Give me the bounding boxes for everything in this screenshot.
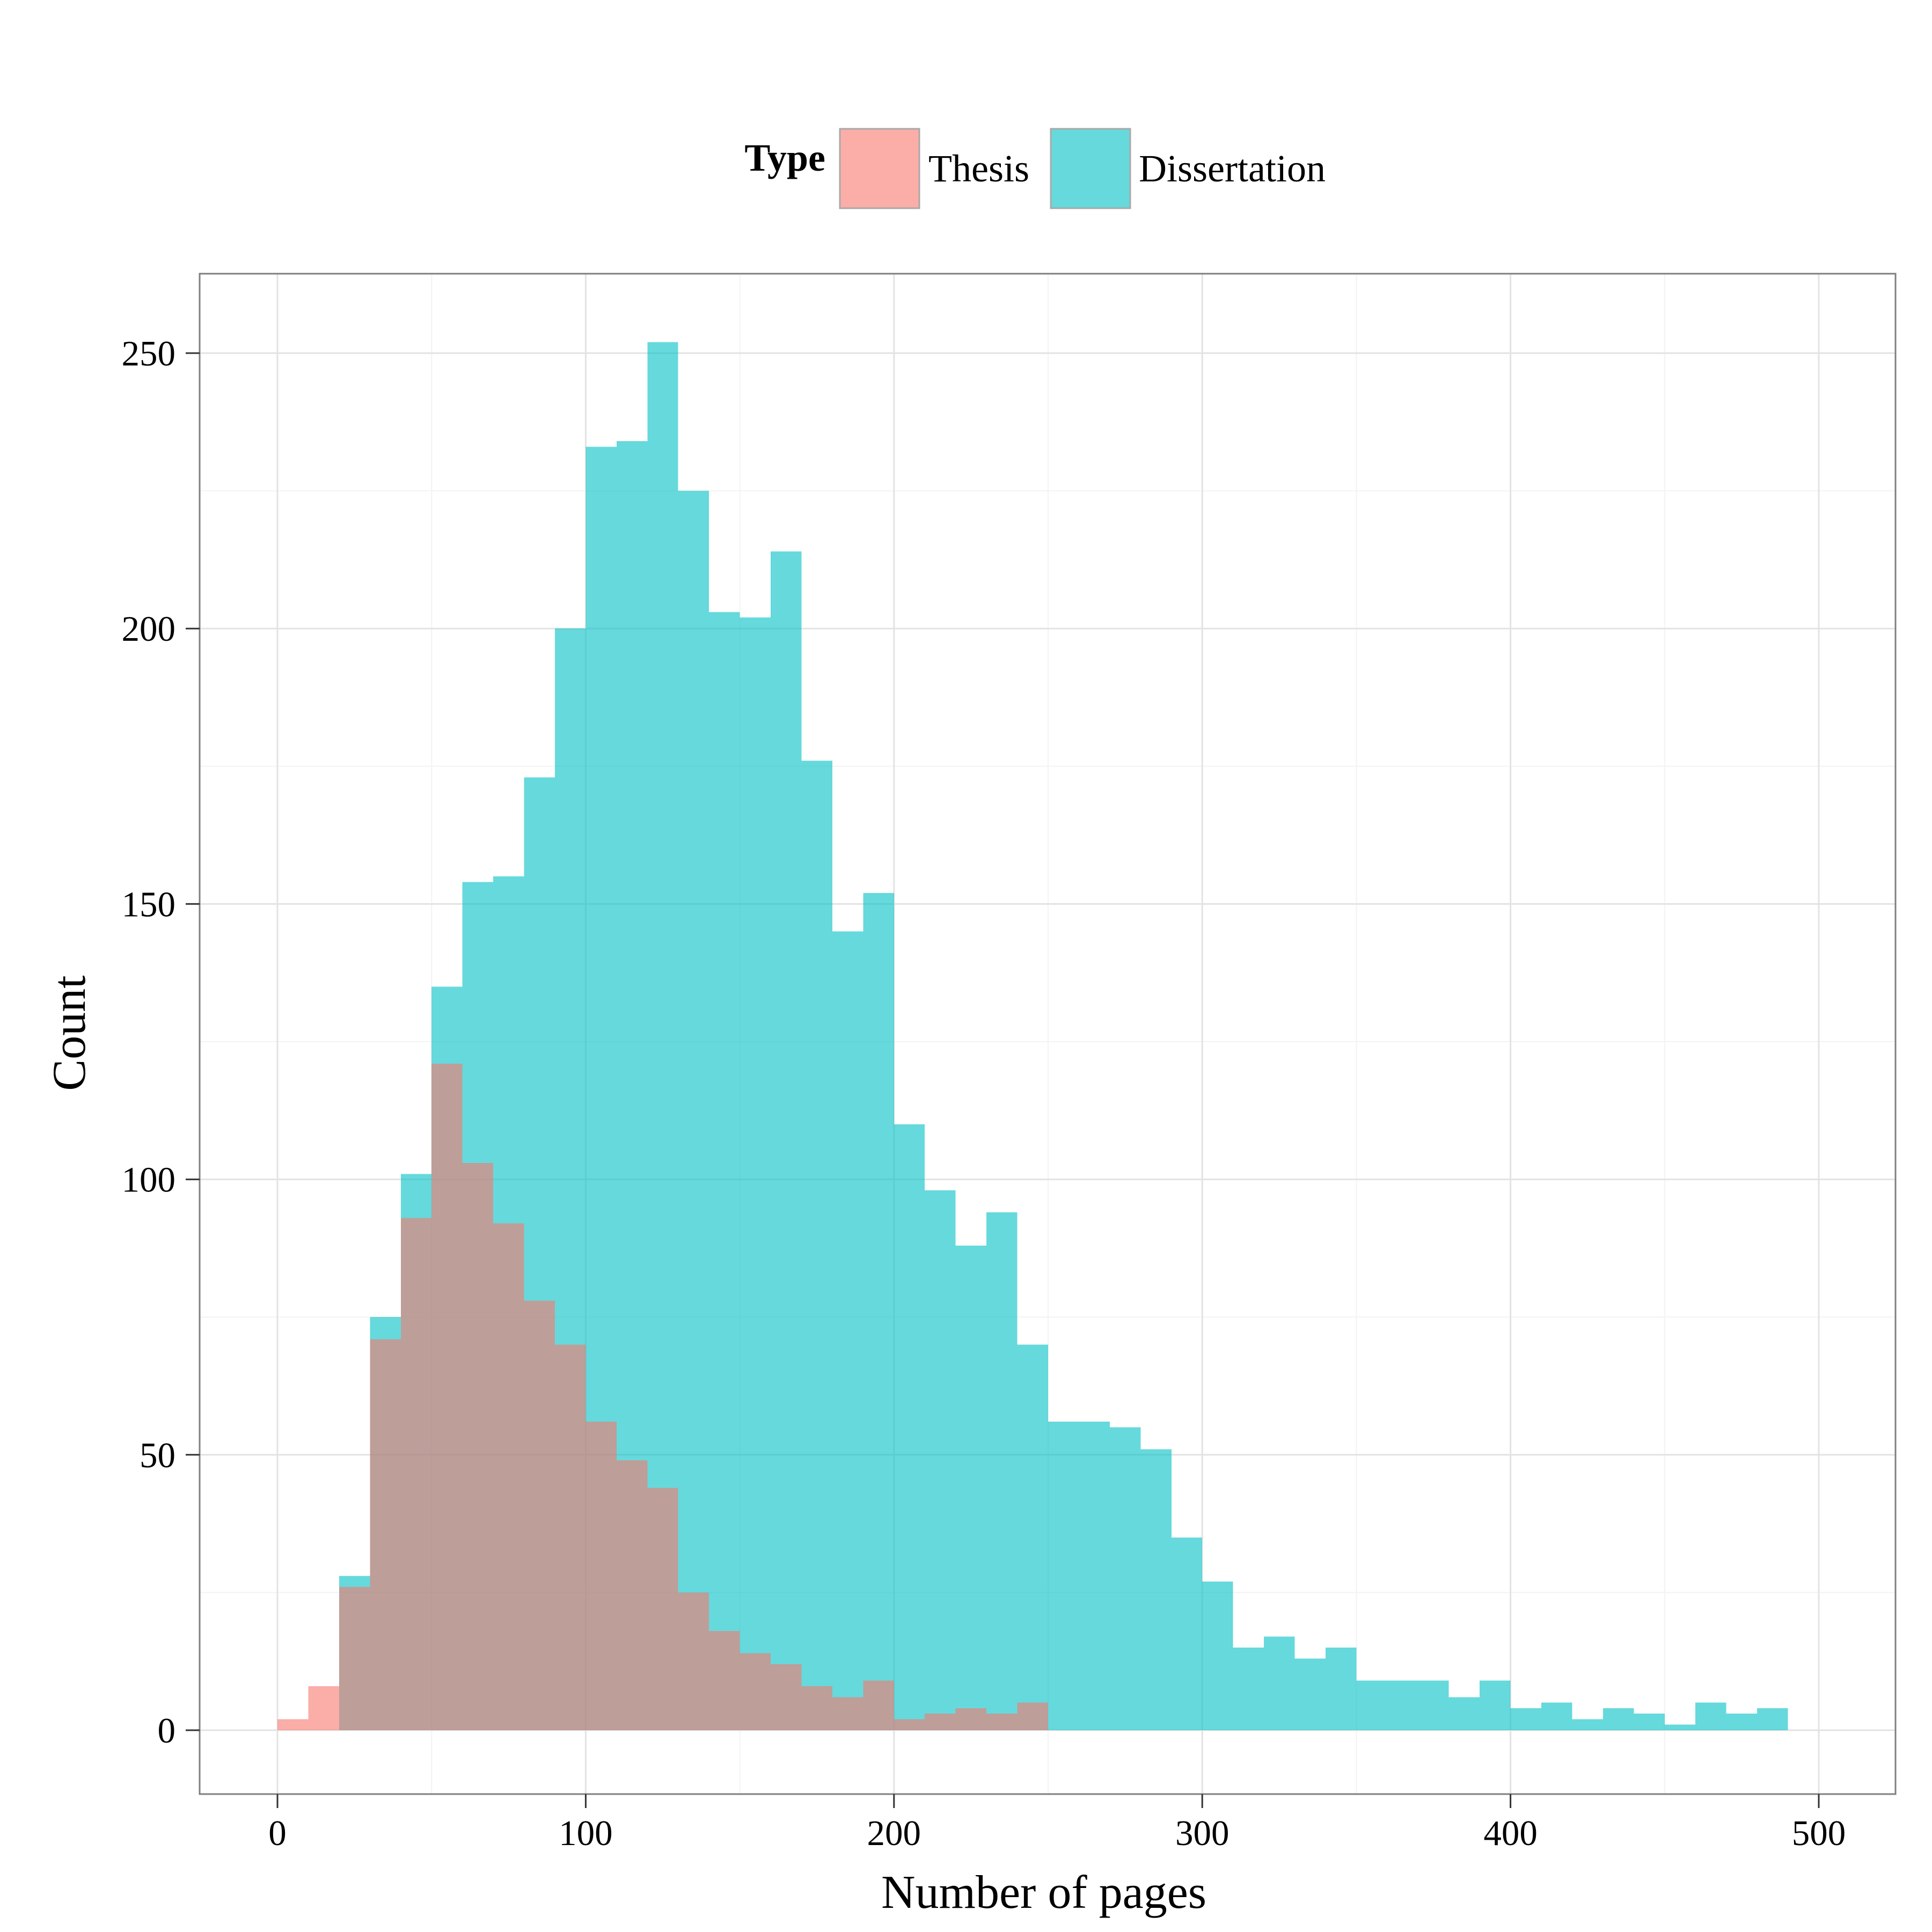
dissertation-bar [1140, 1449, 1172, 1730]
dissertation-bar [1079, 1422, 1110, 1730]
thesis-bar [554, 1344, 586, 1730]
dissertation-bar [863, 892, 894, 1730]
thesis-bar [1017, 1702, 1048, 1730]
x-axis-title: Number of pages [881, 1867, 1206, 1919]
legend-key-dissertation [1050, 128, 1131, 209]
legend-title: Type [744, 136, 825, 179]
dissertation-bar [1356, 1680, 1387, 1730]
y-tick-label: 200 [122, 609, 176, 649]
dissertation-bar [894, 1124, 925, 1730]
thesis-bar [400, 1218, 432, 1730]
dissertation-bar [832, 931, 863, 1730]
y-axis-title: Count [43, 975, 96, 1091]
dissertation-bar [1480, 1680, 1511, 1730]
y-tick-label: 0 [158, 1711, 176, 1751]
y-tick-label: 150 [122, 884, 176, 924]
dissertation-bar [925, 1190, 956, 1730]
thesis-bar [586, 1422, 617, 1730]
thesis-bars [277, 1064, 1048, 1730]
dissertation-bar [1510, 1708, 1542, 1730]
x-tick-label: 0 [268, 1813, 287, 1853]
thesis-bar [339, 1587, 370, 1730]
x-tick-label: 500 [1792, 1813, 1846, 1853]
y-tick-label: 50 [140, 1436, 175, 1475]
y-tick-label: 100 [122, 1160, 176, 1200]
dissertation-bar [1233, 1648, 1264, 1730]
dissertation-bar [1264, 1636, 1295, 1730]
dissertation-bar [1171, 1537, 1203, 1730]
dissertation-bar [1664, 1724, 1696, 1730]
legend-label-thesis: Thesis [928, 147, 1029, 190]
thesis-bar [616, 1460, 648, 1730]
x-tick-label: 300 [1175, 1813, 1230, 1853]
thesis-bar [370, 1339, 401, 1730]
x-tick-label: 400 [1483, 1813, 1538, 1853]
x-tick-label: 200 [867, 1813, 921, 1853]
thesis-bar [678, 1592, 709, 1730]
dissertation-bar [1017, 1344, 1048, 1730]
dissertation-bar [1541, 1702, 1572, 1730]
dissertation-bar [955, 1245, 987, 1730]
plot-panel [199, 273, 1897, 1795]
thesis-bar [986, 1714, 1018, 1730]
dissertation-bar [1634, 1714, 1665, 1730]
thesis-bar [925, 1714, 956, 1730]
legend-key-thesis [839, 128, 920, 209]
thesis-bar [801, 1686, 832, 1730]
thesis-bar [955, 1708, 987, 1730]
thesis-bar [771, 1664, 802, 1730]
dissertation-bar [1294, 1658, 1326, 1730]
dissertation-bar [801, 760, 832, 1730]
dissertation-bar [771, 551, 802, 1731]
thesis-bar [493, 1223, 524, 1730]
legend: Type Thesis Dissertation [744, 128, 1326, 209]
thesis-bar [647, 1488, 678, 1730]
dissertation-bar [986, 1212, 1018, 1730]
dissertation-bar [1048, 1422, 1079, 1730]
x-tick-label: 100 [559, 1813, 613, 1853]
dissertation-bar [678, 491, 709, 1730]
dissertation-bar [1325, 1648, 1357, 1730]
dissertation-bar [1695, 1702, 1726, 1730]
dissertation-bar [1448, 1697, 1480, 1730]
dissertation-bar [1387, 1680, 1418, 1730]
thesis-bar [524, 1300, 555, 1730]
thesis-bar [431, 1064, 463, 1730]
dissertation-bar [1418, 1680, 1449, 1730]
thesis-bar [832, 1697, 863, 1730]
thesis-bar [863, 1680, 894, 1730]
axes: 0 100 200 300 400 500 0 50 100 150 200 250 [122, 334, 1846, 1853]
thesis-bar [462, 1162, 494, 1730]
dissertation-bar [1572, 1719, 1603, 1730]
dissertation-bar [1602, 1708, 1634, 1730]
thesis-bar [740, 1653, 771, 1730]
dissertation-bar [1757, 1708, 1788, 1730]
thesis-bar [709, 1631, 740, 1730]
dissertation-bar [1109, 1427, 1141, 1730]
legend-label-dissertation: Dissertation [1139, 147, 1326, 190]
dissertation-bar [709, 612, 740, 1730]
dissertation-bar [740, 617, 771, 1731]
thesis-bar [277, 1719, 309, 1730]
plot-border [199, 273, 1897, 1795]
dissertation-bar [1202, 1581, 1233, 1730]
thesis-bar [894, 1719, 925, 1730]
thesis-bar [308, 1686, 339, 1730]
y-tick-label: 250 [122, 334, 176, 374]
dissertation-bar [1726, 1714, 1758, 1730]
